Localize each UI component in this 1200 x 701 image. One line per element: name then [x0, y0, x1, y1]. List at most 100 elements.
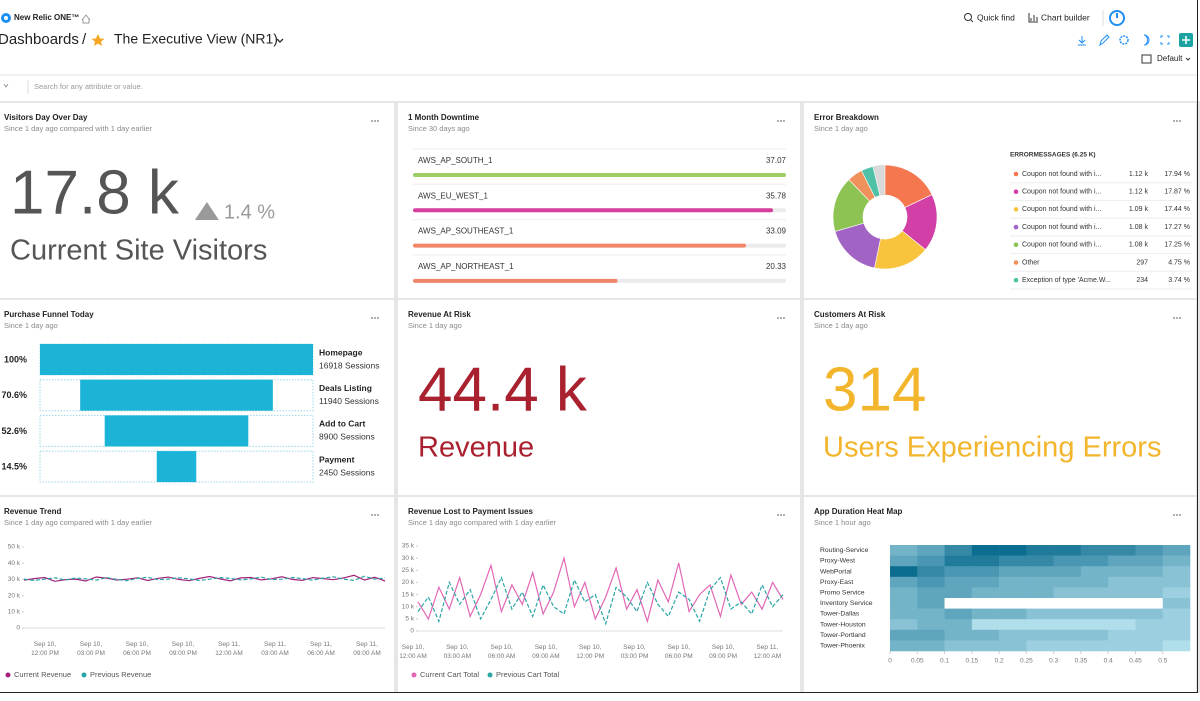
- breadcrumb[interactable]: Dashboards: [0, 31, 79, 48]
- widget-menu-dot[interactable]: [377, 317, 379, 319]
- heat-cell: [944, 608, 973, 620]
- widget-menu-dot[interactable]: [1173, 120, 1175, 122]
- legend-dot[interactable]: [81, 672, 87, 678]
- heat-cell: [1108, 619, 1136, 631]
- fullscreen-icon[interactable]: [1160, 35, 1170, 45]
- widget-menu-dot[interactable]: [1173, 514, 1175, 516]
- heat-cell: [1162, 566, 1191, 578]
- heat-cell: [890, 629, 918, 641]
- heat-cell: [1053, 640, 1082, 652]
- chart-builder[interactable]: Chart builder: [1041, 12, 1090, 22]
- settings-icon[interactable]: [1119, 35, 1129, 45]
- search-icon[interactable]: [964, 13, 972, 21]
- legend-dot[interactable]: [487, 672, 493, 678]
- x-tick-label: Sep 11, 03:00 AM: [261, 641, 288, 657]
- x-tick-label: Sep 11, 06:00 AM: [307, 641, 334, 657]
- funnel-bar: [104, 415, 249, 447]
- quick-find[interactable]: Quick find: [977, 12, 1015, 22]
- theme-icon[interactable]: [1143, 34, 1150, 46]
- home-icon[interactable]: [81, 14, 91, 24]
- x-tick-label: 0.1: [940, 658, 949, 665]
- heat-cell: [1080, 619, 1109, 631]
- filter-caret[interactable]: [3, 83, 9, 88]
- widget-menu-dot[interactable]: [783, 514, 785, 516]
- widget-menu-dot[interactable]: [374, 514, 376, 516]
- widget-menu-dot[interactable]: [1173, 317, 1175, 319]
- heat-cell: [1162, 598, 1191, 609]
- widget-menu-dot[interactable]: [374, 120, 376, 122]
- widget: Revenue At Risk Since 1 day ago 44.4 k Reve…: [408, 310, 785, 464]
- heat-cell: [1108, 608, 1136, 620]
- legend-name: Coupon not found with i...: [1022, 189, 1101, 196]
- x-tick-label: Sep 10, 12:00 PM: [31, 641, 59, 657]
- row-label: Tower-Portland: [820, 632, 866, 639]
- widget-menu-dot[interactable]: [1176, 514, 1178, 516]
- heat-cell: [944, 555, 973, 567]
- legend-dot[interactable]: [5, 672, 11, 678]
- heat-cell: [1135, 587, 1164, 599]
- bar: [413, 243, 746, 248]
- widget-menu-dot[interactable]: [1176, 317, 1178, 319]
- heat-cell: [1080, 545, 1109, 556]
- legend-label[interactable]: Current Revenue: [14, 670, 71, 679]
- x-tick-label: 0.35: [1075, 658, 1088, 665]
- widget-menu-dot[interactable]: [1179, 120, 1181, 122]
- x-tick-label: 0.5: [1158, 658, 1167, 665]
- widget-menu-dot[interactable]: [1179, 317, 1181, 319]
- widget-menu-dot[interactable]: [780, 514, 782, 516]
- legend-dot: [1013, 189, 1019, 194]
- widget-menu-dot[interactable]: [783, 317, 785, 319]
- favorite-star[interactable]: [91, 34, 105, 46]
- widget-menu-dot[interactable]: [777, 514, 779, 516]
- legend-count: 1.08 k: [1129, 224, 1149, 231]
- y-tick-label: 30 k: [8, 576, 21, 583]
- widget-subtitle: Since 1 day ago compared with 1 day earl…: [4, 124, 153, 133]
- export-icon[interactable]: [1078, 36, 1086, 46]
- widget-menu-dot[interactable]: [783, 120, 785, 122]
- calendar-icon[interactable]: [1141, 54, 1152, 64]
- widget-menu-dot[interactable]: [377, 120, 379, 122]
- widget-menu-dot[interactable]: [1179, 514, 1181, 516]
- widget-menu-dot[interactable]: [371, 514, 373, 516]
- y-tick-label: 40 k: [8, 560, 21, 567]
- title-menu[interactable]: [276, 38, 284, 43]
- heat-cell: [1026, 598, 1054, 609]
- legend-name: Other: [1022, 259, 1040, 266]
- row-label: Proxy-West: [820, 558, 855, 565]
- filter-placeholder[interactable]: Search for any attribute or value.: [34, 82, 143, 91]
- widget-menu-dot[interactable]: [780, 317, 782, 319]
- heat-cell: [1135, 640, 1164, 652]
- bar-value: 20.33: [766, 262, 787, 271]
- widget-menu-dot[interactable]: [777, 120, 779, 122]
- time-picker[interactable]: Default: [1157, 54, 1183, 63]
- widget-menu-dot[interactable]: [780, 120, 782, 122]
- funnel-step: Add to Cart: [319, 419, 365, 429]
- edit-icon[interactable]: [1099, 34, 1110, 47]
- heat-cell: [999, 545, 1027, 556]
- widget-card: Revenue Lost to Payment Issues Since 1 da…: [398, 497, 800, 693]
- legend-dot: [1013, 207, 1019, 212]
- widget-menu-dot[interactable]: [374, 317, 376, 319]
- chart-builder-icon[interactable]: [1028, 13, 1038, 23]
- widget-title: App Duration Heat Map: [814, 507, 903, 516]
- legend-dot[interactable]: [411, 672, 417, 678]
- legend-label[interactable]: Current Cart Total: [420, 670, 479, 679]
- heat-cell: [1080, 566, 1109, 578]
- heat-cell: [890, 587, 918, 599]
- widget-title: Revenue At Risk: [408, 310, 471, 319]
- widget-menu-dot[interactable]: [777, 317, 779, 319]
- funnel-sessions: 16918 Sessions: [319, 360, 380, 370]
- heat-cell: [999, 640, 1027, 652]
- funnel-step: Homepage: [319, 347, 363, 357]
- widget-menu-dot[interactable]: [1176, 120, 1178, 122]
- widget-menu-dot[interactable]: [371, 317, 373, 319]
- heat-cell: [971, 587, 1000, 599]
- legend-label[interactable]: Previous Cart Total: [496, 670, 560, 679]
- widget-menu-dot[interactable]: [371, 120, 373, 122]
- heat-cell: [971, 576, 1000, 588]
- legend-label[interactable]: Previous Revenue: [90, 670, 151, 679]
- widget-menu-dot[interactable]: [377, 514, 379, 516]
- legend-percent: 17.44 %: [1164, 206, 1190, 213]
- widget: Visitors Day Over Day Since 1 day ago com…: [4, 113, 379, 267]
- account-icon[interactable]: [1109, 10, 1125, 26]
